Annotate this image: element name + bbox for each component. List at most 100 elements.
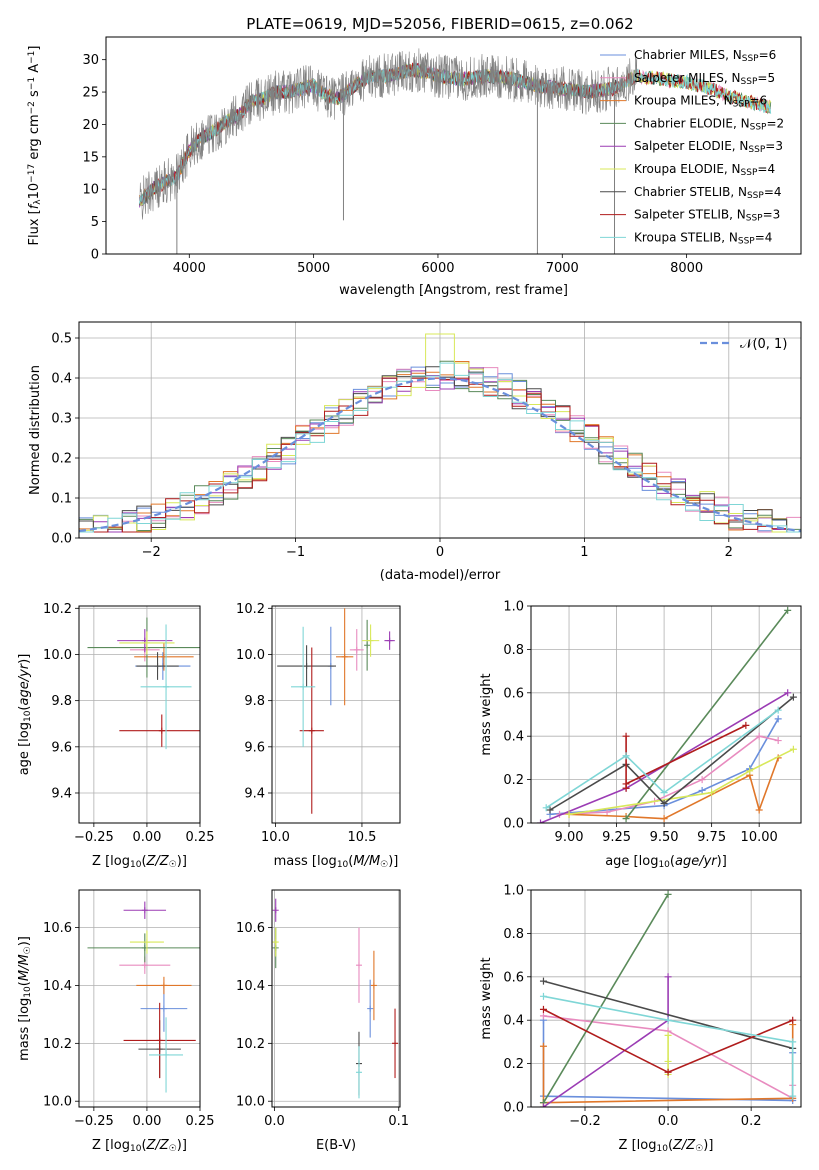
legend-entry: 𝒩(0, 1): [740, 337, 787, 352]
series-marker: [789, 1092, 797, 1100]
series-marker: [622, 752, 630, 760]
series-marker: [789, 1016, 797, 1024]
y-tick-label: 0.2: [503, 773, 524, 788]
data-marker: [154, 663, 161, 670]
y-tick-label: 0.6: [503, 686, 524, 701]
series-marker: [542, 804, 550, 812]
x-axis-label: mass [log10(M/M☉)]: [274, 854, 399, 870]
x-axis-label: wavelength [Angstrom, rest frame]: [339, 283, 568, 298]
x-tick-label: 0.1: [388, 1114, 409, 1129]
series-marker: [664, 890, 672, 898]
data-marker: [272, 907, 279, 914]
y-tick-label: 10.6: [43, 921, 72, 936]
errorbar-data: [277, 608, 395, 814]
series-line: [625, 609, 789, 820]
x-axis-label: Z [log10(Z/Z☉)]: [619, 1138, 714, 1154]
x-tick-label: 1: [580, 545, 588, 560]
series-marker: [539, 992, 547, 1000]
y-tick-label: 0.0: [51, 532, 72, 547]
data-marker: [272, 939, 279, 946]
x-tick-label: 0.0: [264, 1114, 285, 1129]
data-marker: [308, 727, 315, 734]
data-marker: [370, 982, 377, 989]
y-tick-label: 1.0: [503, 884, 524, 899]
errorbar-data: [87, 901, 200, 1093]
data-marker: [163, 683, 170, 690]
y-tick-label: 9.4: [244, 786, 265, 801]
series-marker: [746, 767, 754, 775]
y-tick-label: 10.2: [236, 602, 265, 617]
x-tick-label: 0.25: [186, 830, 215, 845]
data-marker: [355, 962, 362, 969]
y-tick-label: 30: [82, 53, 99, 68]
series-line: [549, 696, 794, 811]
data-marker: [355, 1069, 362, 1076]
y-tick-label: 10.0: [43, 1095, 72, 1110]
y-tick-label: 10.2: [43, 1037, 72, 1052]
series-marker: [774, 706, 782, 714]
legend-entry: Kroupa MILES, NSSP=6: [634, 94, 767, 110]
series-marker: [789, 1038, 797, 1046]
series-marker: [774, 715, 782, 723]
data-marker: [141, 962, 148, 969]
y-tick-label: 0.1: [51, 492, 72, 507]
legend-entry: Kroupa STELIB, NSSP=4: [634, 230, 772, 246]
y-tick-label: 10.4: [236, 979, 265, 994]
series-marker: [664, 1068, 672, 1076]
y-tick-label: 0.0: [503, 1101, 524, 1116]
weight-vs-age-panel: 9.00 9.25 9.50 9.75 10.00 0.0 0.2 0.4 0.6 0.8 1.0 a…: [479, 600, 802, 870]
series-marker: [742, 721, 750, 729]
x-axis-label: (data-model)/error: [380, 568, 501, 583]
y-tick-label: 0.0: [503, 817, 524, 832]
y-tick-label: 9.4: [51, 786, 72, 801]
legend-entry: Kroupa ELODIE, NSSP=4: [634, 162, 775, 178]
x-tick-label: 9.75: [697, 830, 726, 845]
series-line: [545, 709, 779, 809]
data-marker: [160, 982, 167, 989]
x-tick-label: 5000: [297, 261, 330, 276]
series-marker: [784, 606, 792, 614]
y-tick-label: 0.5: [51, 332, 72, 347]
y-tick-label: 10.2: [43, 602, 72, 617]
spectrum-title: PLATE=0619, MJD=52056, FIBERID=0615, z=0…: [246, 15, 633, 33]
data-marker: [158, 727, 165, 734]
series-marker: [664, 973, 672, 981]
y-tick-label: 10.0: [236, 1095, 265, 1110]
x-axis-label: Z [log10(Z/Z☉)]: [92, 1138, 187, 1154]
data-marker: [141, 907, 148, 914]
data-marker: [367, 637, 374, 644]
x-tick-label: 0: [436, 545, 444, 560]
series-marker: [622, 732, 630, 740]
series-marker: [546, 806, 554, 814]
series-marker: [664, 1057, 672, 1065]
x-tick-label: 0.00: [132, 830, 161, 845]
x-axis-label: E(B-V): [316, 1138, 356, 1153]
histogram-data: [79, 333, 801, 538]
series-marker: [603, 808, 611, 816]
y-axis-label: mass weight: [479, 673, 494, 755]
series-line: [543, 995, 794, 1097]
x-tick-label: −2: [142, 545, 161, 560]
y-axis-label: mass weight: [479, 957, 494, 1039]
legend-entry: Chabrier STELIB, NSSP=4: [634, 185, 782, 201]
axes-frame: [78, 889, 201, 1108]
spectrum-data: [139, 48, 772, 254]
legend-entry: Salpeter ELODIE, NSSP=3: [634, 139, 783, 155]
y-tick-label: 0.4: [503, 730, 524, 745]
series-line: [559, 735, 779, 816]
observed-spectrum: [139, 48, 638, 220]
x-tick-label: 7000: [546, 261, 579, 276]
errorbar-data: [87, 617, 200, 750]
mass-vs-Z-panel: −0.25 0.00 0.25 10.0 10.2 10.4 10.6 Z [log10(Z/…: [17, 889, 214, 1154]
series-marker: [539, 1042, 547, 1050]
x-tick-label: 4000: [173, 261, 206, 276]
y-axis-label: age [log10(age/yr)]: [17, 654, 33, 776]
series-marker: [539, 1012, 547, 1020]
x-tick-label: 6000: [421, 261, 454, 276]
x-tick-label: 9.00: [555, 830, 584, 845]
x-tick-label: −1: [286, 545, 305, 560]
y-axis-label: Normed distribution: [28, 365, 43, 495]
y-tick-label: 9.6: [244, 740, 265, 755]
series-marker: [660, 815, 668, 823]
